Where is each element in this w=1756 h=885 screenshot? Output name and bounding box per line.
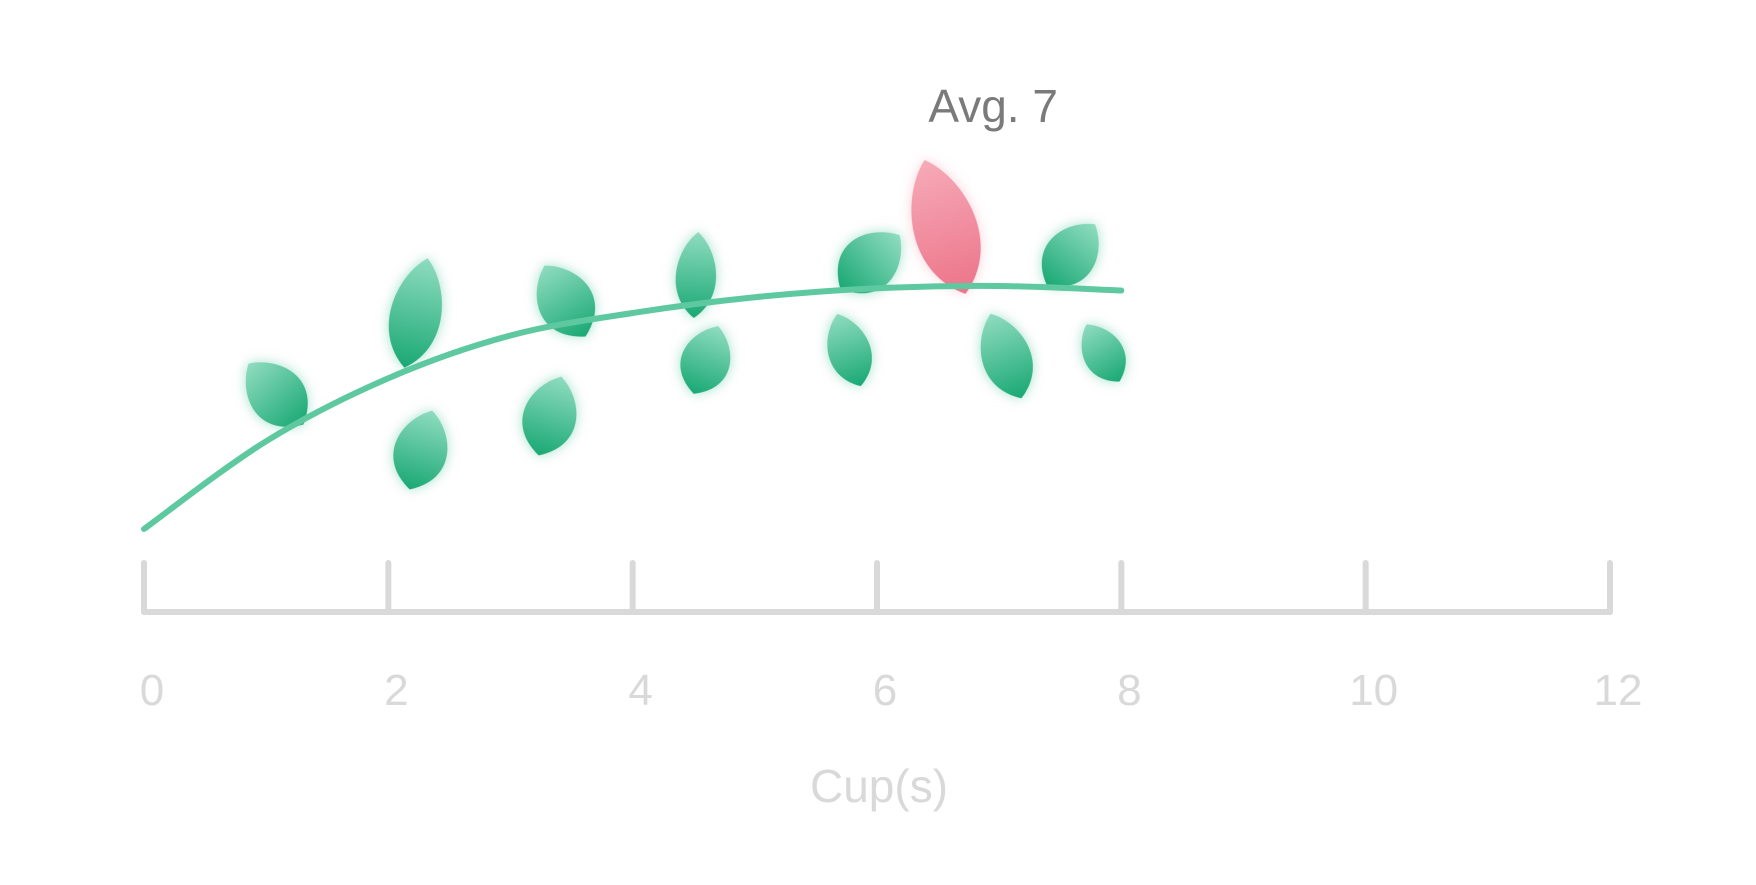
x-tick-label-6: 6 [873,666,897,715]
leaf-mark [680,326,731,394]
leaf-mark [536,265,596,337]
leaf-mark [522,376,577,456]
leaf-mark [675,232,717,318]
x-tick-label-4: 4 [628,666,652,715]
leaves [245,160,1126,490]
x-tick-label-2: 2 [384,666,408,715]
leaf-mark [388,258,442,368]
average-leaf-mark [911,160,981,294]
leaf-mark [827,313,872,387]
leaf-mark [1041,223,1099,287]
x-tick-label-10: 10 [1349,666,1398,715]
leaf-mark [245,362,308,427]
x-tick-label-0: 0 [140,666,164,715]
leaf-mark [980,313,1033,399]
leaf-mark [393,410,448,490]
x-axis [141,560,1613,615]
leaf-mark [837,232,902,294]
average-label: Avg. 7 [928,80,1058,132]
x-tick-label-8: 8 [1117,666,1141,715]
x-axis-title: Cup(s) [810,760,948,812]
series-line [141,282,1125,532]
x-tick-label-12: 12 [1594,666,1643,715]
leaf-mark [1081,324,1126,382]
x-tick-labels: 0 2 4 6 8 10 12 [140,666,1643,715]
